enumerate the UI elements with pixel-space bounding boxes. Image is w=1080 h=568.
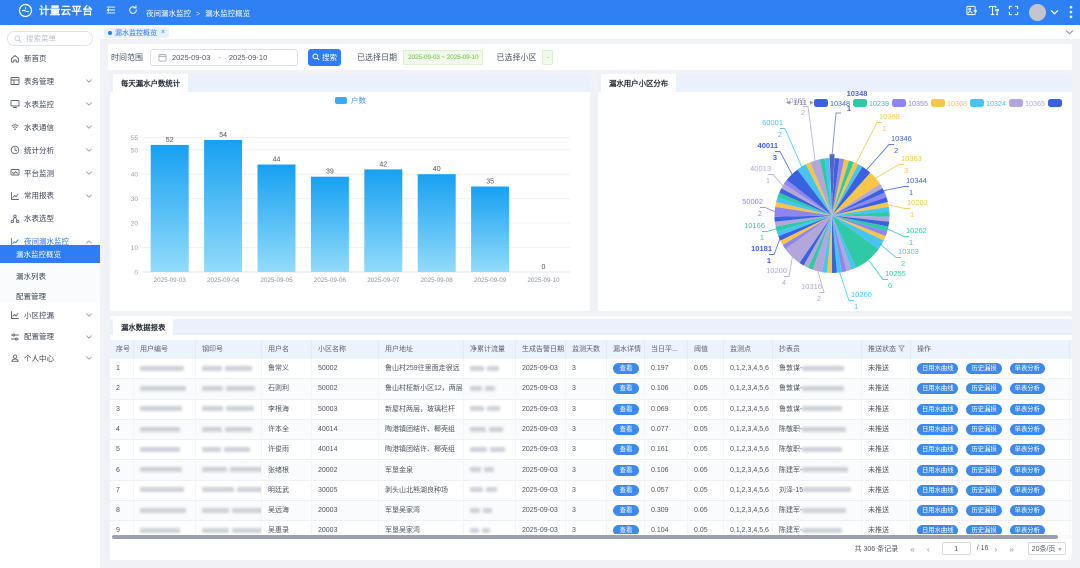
svg-text:0: 0 <box>134 270 138 277</box>
svg-text:2025-09-09: 2025-09-09 <box>474 277 507 284</box>
svg-text:2: 2 <box>901 259 905 268</box>
svg-text:44: 44 <box>273 157 281 164</box>
svg-text:54: 54 <box>219 132 227 139</box>
svg-text:40: 40 <box>131 172 139 179</box>
svg-text:2025-09-08: 2025-09-08 <box>421 277 454 284</box>
svg-text:39: 39 <box>326 169 334 176</box>
svg-text:0: 0 <box>542 264 546 271</box>
svg-text:50: 50 <box>131 147 139 154</box>
svg-text:1: 1 <box>854 302 858 311</box>
svg-text:3: 3 <box>773 153 777 162</box>
svg-text:1: 1 <box>847 104 851 113</box>
svg-text:60001: 60001 <box>762 118 783 127</box>
svg-text:10202: 10202 <box>907 198 928 207</box>
svg-text:2: 2 <box>778 130 782 139</box>
svg-text:52: 52 <box>166 137 174 144</box>
svg-text:1: 1 <box>760 233 764 242</box>
svg-text:1: 1 <box>910 210 914 219</box>
svg-text:10255: 10255 <box>885 269 906 278</box>
svg-text:2025-09-03: 2025-09-03 <box>154 277 187 284</box>
svg-text:10365: 10365 <box>785 96 806 105</box>
svg-text:30: 30 <box>131 196 139 203</box>
svg-text:6: 6 <box>888 281 892 290</box>
svg-text:40: 40 <box>433 166 441 173</box>
svg-text:10346: 10346 <box>891 134 912 143</box>
svg-text:10260: 10260 <box>851 290 872 299</box>
svg-text:2025-09-04: 2025-09-04 <box>207 277 240 284</box>
svg-text:1: 1 <box>909 238 913 247</box>
svg-text:1: 1 <box>766 176 770 185</box>
svg-text:10: 10 <box>131 245 139 252</box>
svg-text:3: 3 <box>904 166 908 175</box>
svg-text:2: 2 <box>758 209 762 218</box>
svg-text:10348: 10348 <box>847 89 868 98</box>
svg-text:42: 42 <box>379 161 387 168</box>
svg-text:10166: 10166 <box>744 221 765 230</box>
svg-text:10316: 10316 <box>801 282 822 291</box>
svg-text:40011: 40011 <box>758 141 778 150</box>
svg-text:2: 2 <box>817 294 821 303</box>
svg-text:2025-09-07: 2025-09-07 <box>367 277 400 284</box>
svg-text:10363: 10363 <box>901 154 922 163</box>
svg-text:10344: 10344 <box>906 176 927 185</box>
svg-text:4: 4 <box>782 278 786 287</box>
svg-text:1: 1 <box>882 124 886 133</box>
svg-text:10200: 10200 <box>766 266 787 275</box>
svg-text:10303: 10303 <box>898 247 919 256</box>
svg-text:10181: 10181 <box>751 244 772 253</box>
svg-text:35: 35 <box>486 179 494 186</box>
svg-text:2025-09-05: 2025-09-05 <box>260 277 293 284</box>
svg-text:20: 20 <box>131 221 139 228</box>
svg-text:1: 1 <box>909 188 913 197</box>
svg-text:55: 55 <box>131 135 139 142</box>
svg-text:10368: 10368 <box>879 112 900 121</box>
svg-text:2: 2 <box>894 146 898 155</box>
svg-text:50002: 50002 <box>742 197 763 206</box>
svg-text:10262: 10262 <box>906 226 927 235</box>
svg-text:2: 2 <box>801 108 805 117</box>
svg-text:2025-09-06: 2025-09-06 <box>314 277 347 284</box>
svg-text:2025-09-10: 2025-09-10 <box>527 277 560 284</box>
svg-text:1: 1 <box>767 256 771 265</box>
svg-text:40013: 40013 <box>750 164 771 173</box>
